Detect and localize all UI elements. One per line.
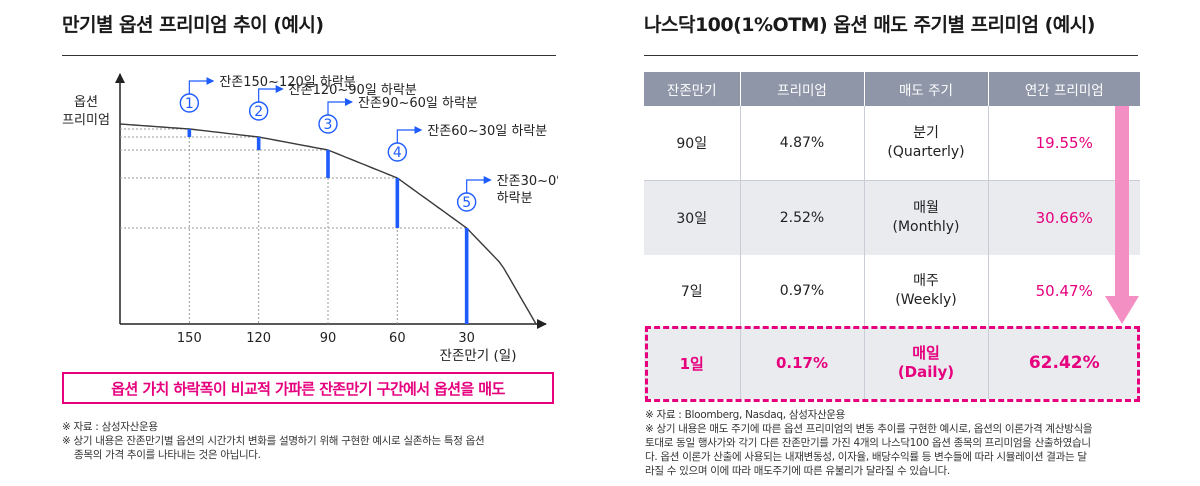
drop-bar-2 bbox=[256, 137, 261, 150]
drop-label-5-line2: 하락분 bbox=[497, 191, 533, 206]
header-premium: 프리미엄 bbox=[740, 72, 865, 106]
right-panel-title: 나스닥100(1%OTM) 옵션 매도 주기별 프리미엄 (예시) bbox=[644, 14, 1095, 36]
right-note-1: ※ 상기 내용은 매도 주기에 따른 옵션 프리미엄의 변동 추이를 구현한 예… bbox=[645, 423, 1093, 435]
cell-annual: 50.47% bbox=[988, 255, 1140, 327]
drop-label-4: 잔존60~30일 하락분 bbox=[427, 124, 547, 139]
down-arrow-icon bbox=[1105, 106, 1139, 324]
step-number-3: 3 bbox=[324, 117, 333, 133]
drop-label-5-line1: 잔존30~0일 bbox=[497, 174, 558, 189]
cell-days: 90일 bbox=[644, 106, 741, 181]
step-number-1: 1 bbox=[185, 96, 194, 112]
drop-bar-4 bbox=[395, 178, 400, 228]
cell-cycle: 매주 (Weekly) bbox=[864, 255, 989, 327]
drop-label-1: 잔존150~120일 하락분 bbox=[219, 75, 355, 90]
drop-label-3: 잔존90~60일 하락분 bbox=[358, 96, 478, 111]
table-header-row: 잔존만기 프리미엄 매도 주기 연간 프리미엄 bbox=[644, 72, 1140, 106]
left-note-disclaimer-2: 종목의 가격 추이를 나타내는 것은 아닙니다. bbox=[74, 449, 261, 461]
callout-arrow-1 bbox=[188, 77, 215, 94]
step-number-5: 5 bbox=[462, 195, 471, 211]
right-note-4: 라질 수 있으며 이에 따라 매도주기에 따른 유불리가 달라질 수 있습니다. bbox=[645, 465, 950, 477]
header-annual: 연간 프리미엄 bbox=[988, 72, 1140, 106]
cell-cycle: 매월 (Monthly) bbox=[864, 180, 989, 255]
cell-days: 7일 bbox=[644, 255, 741, 327]
x-tick-label: 150 bbox=[177, 331, 202, 346]
y-axis-label-line2: 프리미엄 bbox=[62, 113, 110, 128]
cell-days: 1일 bbox=[644, 327, 741, 399]
step-number-2: 2 bbox=[254, 104, 263, 120]
header-cycle: 매도 주기 bbox=[864, 72, 989, 106]
cell-days: 30일 bbox=[644, 180, 741, 255]
right-notes: ※ 자료 : Bloomberg, Nasdaq, 삼성자산운용 ※ 상기 내용… bbox=[645, 408, 1140, 478]
x-axis-label: 잔존만기 (일) bbox=[440, 348, 517, 364]
callout-arrow-3 bbox=[327, 98, 353, 115]
premium-decay-chart: 옵션 프리미엄 1 잔존150~120일 하락분 2 잔존120~90일 하락분 3 잔존… bbox=[62, 73, 558, 364]
cell-cycle: 분기 (Quarterly) bbox=[864, 106, 989, 181]
cell-premium: 4.87% bbox=[740, 106, 865, 181]
x-tick-label: 90 bbox=[320, 331, 337, 346]
step-number-4: 4 bbox=[393, 145, 402, 161]
callout-arrow-2 bbox=[258, 85, 284, 102]
header-days: 잔존만기 bbox=[644, 72, 741, 106]
cycle-en: (Quarterly) bbox=[887, 144, 965, 160]
cell-premium: 0.17% bbox=[740, 327, 865, 399]
drop-bar-1 bbox=[187, 129, 192, 137]
cell-annual: 19.55% bbox=[988, 106, 1140, 181]
table-row: 30일 2.52% 매월 (Monthly) 30.66% bbox=[644, 180, 1140, 255]
premium-table: 잔존만기 프리미엄 매도 주기 연간 프리미엄 90일 4.87% 분기 (Qua… bbox=[644, 72, 1140, 399]
cycle-ko: 매월 bbox=[913, 200, 939, 216]
cell-annual: 30.66% bbox=[988, 180, 1140, 255]
left-notes: ※ 자료 : 삼성자산운용 ※ 상기 내용은 잔존만기별 옵션의 시간가치 변화… bbox=[62, 420, 562, 462]
left-note-source: ※ 자료 : 삼성자산운용 bbox=[62, 421, 158, 433]
cycle-en: (Monthly) bbox=[892, 219, 960, 235]
cell-premium: 2.52% bbox=[740, 180, 865, 255]
cell-annual: 62.42% bbox=[988, 327, 1140, 399]
cycle-ko: 분기 bbox=[913, 125, 939, 141]
table-row: 90일 4.87% 분기 (Quarterly) 19.55% bbox=[644, 106, 1140, 181]
left-panel-title: 만기별 옵션 프리미엄 추이 (예시) bbox=[62, 14, 324, 36]
table-row: 7일 0.97% 매주 (Weekly) 50.47% bbox=[644, 255, 1140, 327]
drop-bar-3 bbox=[326, 150, 330, 178]
right-note-3: 다. 옵션 이론가 산출에 사용되는 내재변동성, 이자율, 배당수익률 등 변… bbox=[645, 451, 1087, 463]
callout-arrow-5 bbox=[466, 176, 492, 193]
drop-bar-5 bbox=[464, 228, 469, 324]
cell-cycle: 매일 (Daily) bbox=[864, 327, 989, 399]
table-row-highlighted: 1일 0.17% 매일 (Daily) 62.42% bbox=[644, 327, 1140, 399]
daily-highlight-box bbox=[645, 326, 1140, 402]
left-title-rule bbox=[62, 55, 556, 56]
y-axis-label-line1: 옵션 bbox=[74, 95, 98, 110]
x-tick-label: 120 bbox=[246, 331, 271, 346]
drop-label-2: 잔존120~90일 하락분 bbox=[289, 83, 417, 98]
cycle-en: (Daily) bbox=[897, 363, 955, 381]
left-note-disclaimer-1: ※ 상기 내용은 잔존만기별 옵션의 시간가치 변화를 설명하기 위해 구현한 … bbox=[62, 435, 485, 447]
cycle-en: (Weekly) bbox=[895, 292, 957, 308]
x-tick-label: 60 bbox=[389, 331, 406, 346]
cycle-ko: 매주 bbox=[913, 273, 939, 289]
strategy-callout: 옵션 가치 하락폭이 비교적 가파른 잔존만기 구간에서 옵션을 매도 bbox=[62, 372, 554, 404]
cell-premium: 0.97% bbox=[740, 255, 865, 327]
cycle-ko: 매일 bbox=[912, 344, 940, 362]
x-tick-label: 30 bbox=[458, 331, 475, 346]
right-note-2: 토대로 동일 행사가와 각기 다른 잔존만기를 가진 4개의 나스닥100 옵션… bbox=[645, 437, 1091, 449]
callout-arrow-4 bbox=[396, 126, 423, 143]
right-title-rule bbox=[644, 55, 1138, 56]
right-note-source: ※ 자료 : Bloomberg, Nasdaq, 삼성자산운용 bbox=[645, 409, 846, 421]
